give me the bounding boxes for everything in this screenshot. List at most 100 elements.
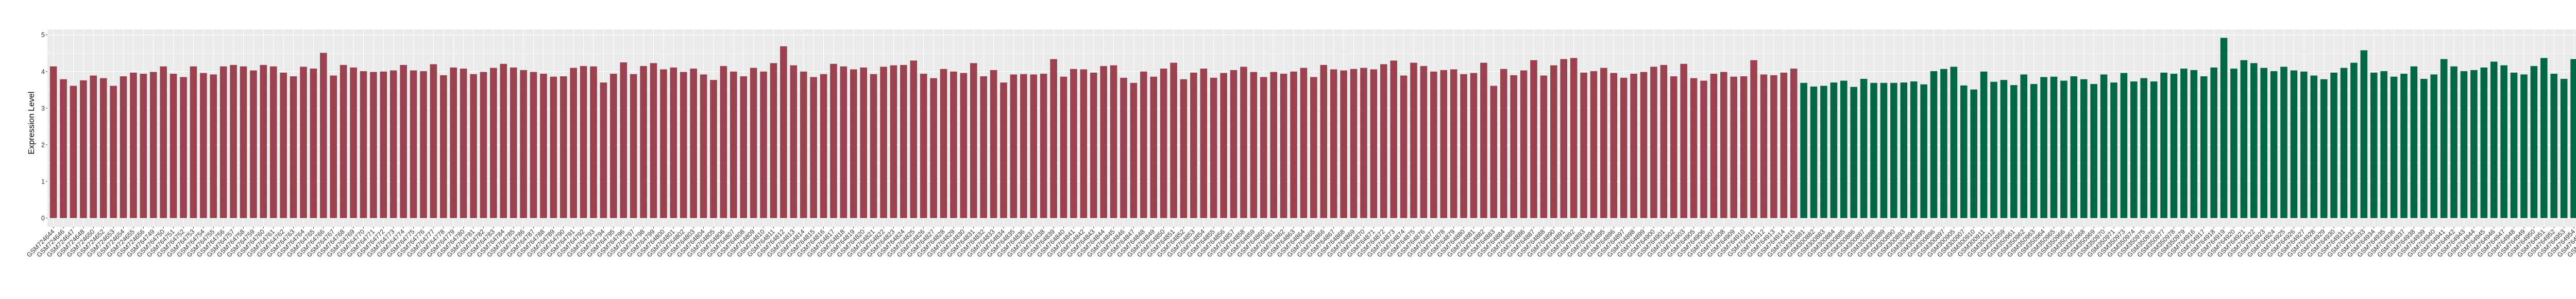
bar-GSM300907 [1960,85,1968,218]
bar-GSM724650 [90,75,97,218]
bar-GSM764886 [1520,70,1528,218]
bar-GSM764888 [1540,75,1548,218]
bar-GSM300884 [1830,82,1838,218]
bar-GSM764878 [1440,70,1448,218]
bar-GSM764936 [2390,76,2398,218]
bar-GSM350964 [2040,77,2047,218]
bar-GSM764897 [1620,77,1628,218]
bar-GSM764928 [2310,75,2318,218]
bar-GSM764848 [1140,71,1147,218]
bar-GSM764866 [1320,64,1328,218]
bar-GSM764803 [690,69,697,218]
y-tick-label: 5 [41,31,45,39]
y-axis-title: Expression Level [27,92,36,155]
bar-GSM764837 [1030,74,1038,218]
bar-GSM764755 [210,74,217,218]
bar-GSM764846 [1120,77,1127,218]
bar-GSM764799 [650,63,657,218]
bar-GSM764876 [1420,66,1428,218]
bar-GSM764950 [2530,66,2538,218]
bar-GSM350965 [2050,76,2058,218]
bar-GSM764804 [700,74,707,218]
bar-GSM300895 [1920,84,1927,219]
bar-GSM764768 [340,64,347,218]
bar-GSM764890 [1550,65,1557,218]
bar-GSM764951 [2540,58,2548,218]
bar-GSM764931 [2340,68,2348,219]
bar-GSM300910 [1970,89,1977,218]
bar-GSM764815 [810,77,817,218]
bar-GSM764912 [1760,74,1768,218]
bar-GSM764854 [1200,69,1208,218]
bar-GSM300894 [1910,81,1918,218]
bar-GSM764861 [1270,72,1277,219]
bar-GSM764906 [1700,80,1707,218]
bar-GSM764823 [890,65,897,218]
bar-GSM764798 [640,66,647,218]
bar-GSM350978 [2170,74,2178,218]
bar-GSM350963 [2030,84,2038,218]
bar-GSM764759 [250,70,257,218]
bar-GSM764825 [910,60,918,218]
bar-GSM724648 [80,80,87,219]
bar-GSM764926 [2290,70,2298,218]
bar-GSM764894 [1590,71,1598,219]
bar-GSM764788 [540,74,547,218]
bar-GSM764833 [990,70,997,218]
bar-GSM764769 [350,67,357,218]
bar-GSM764761 [269,66,277,219]
bar-GSM764865 [1310,77,1317,218]
bar-GSM764901 [1660,64,1668,218]
bar-GSM764830 [960,73,968,218]
bar-GSM350973 [2120,73,2128,218]
bar-GSM764895 [1600,68,1607,219]
bar-GSM764792 [580,66,587,218]
bar-GSM764764 [300,67,307,218]
bar-GSM764819 [850,69,857,218]
bars [49,38,2576,219]
bar-GSM764849 [1150,76,1158,218]
y-tick-label: 0 [41,215,45,222]
bar-GSM764763 [290,76,297,218]
bar-GSM764933 [2360,50,2368,218]
bar-GSM764949 [2520,74,2528,218]
bar-GSM764818 [840,66,848,219]
bar-GSM350961 [2010,85,2018,219]
bar-GSM300911 [1980,71,1988,218]
bar-GSM764913 [1770,75,1777,218]
bar-GSM764842 [1080,69,1088,218]
bar-GSM764948 [2510,72,2518,219]
bar-GSM764790 [560,76,567,218]
bar-GSM724652 [99,78,107,219]
bar-GSM300885 [1840,80,1848,218]
bar-GSM764760 [260,64,267,218]
bar-GSM764826 [920,74,927,218]
bar-GSM764892 [1570,58,1578,218]
bar-GSM764863 [1290,71,1297,218]
bar-GSM764756 [219,66,227,219]
bar-GSM764811 [770,63,777,218]
bar-GSM764937 [2400,74,2408,218]
bar-GSM764853 [1190,72,1197,219]
bar-GSM764812 [780,46,787,218]
bar-GSM764954 [2570,59,2576,218]
bar-GSM764903 [1680,63,1687,218]
bar-GSM764778 [440,75,447,218]
bar-GSM764864 [1300,68,1308,219]
bar-GSM764809 [750,68,757,219]
bar-GSM764807 [730,71,737,218]
bar-GSM764870 [1360,68,1367,219]
bar-GSM764917 [2200,76,2208,218]
bar-GSM764766 [320,53,327,218]
y-tick-label: 1 [41,178,45,185]
bar-GSM764883 [1490,86,1498,219]
bar-GSM764909 [1730,76,1738,218]
bar-GSM764779 [450,67,457,218]
bar-GSM764921 [2240,60,2248,219]
bar-GSM764857 [1230,70,1238,218]
bar-GSM764944 [2470,70,2478,218]
bar-GSM764881 [1470,73,1478,218]
bar-GSM764932 [2350,62,2358,218]
